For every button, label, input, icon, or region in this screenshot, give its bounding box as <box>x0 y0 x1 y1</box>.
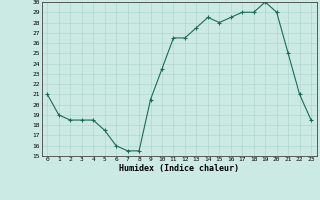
X-axis label: Humidex (Indice chaleur): Humidex (Indice chaleur) <box>119 164 239 173</box>
